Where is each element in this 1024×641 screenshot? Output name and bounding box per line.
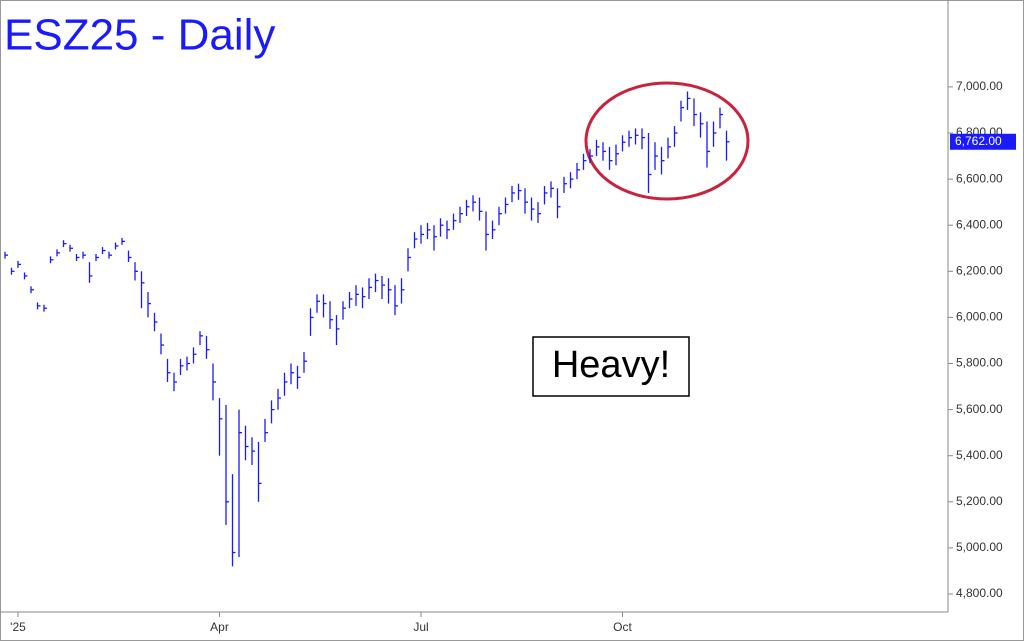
highlight-ellipse (584, 81, 750, 201)
y-tick-label: 5,400.00 (956, 448, 1003, 462)
x-tick-label: Apr (210, 620, 229, 634)
last-price-label: 6,762.00 (955, 134, 1002, 148)
chart-title: ESZ25 - Daily (4, 11, 275, 60)
x-tick-label: Jul (413, 620, 428, 634)
x-tick-label: Oct (613, 620, 632, 634)
x-tick-label: '25 (10, 620, 26, 634)
y-tick-label: 6,400.00 (956, 217, 1003, 231)
y-tick-label: 5,800.00 (956, 356, 1003, 370)
last-price-box (950, 133, 1016, 150)
annotation: Heavy! (552, 344, 670, 386)
y-tick-label: 5,000.00 (956, 540, 1003, 554)
y-tick-label: 7,000.00 (956, 79, 1003, 93)
y-tick-label: 6,600.00 (956, 171, 1003, 185)
y-tick-label: 5,600.00 (956, 402, 1003, 416)
y-tick-label: 4,800.00 (956, 586, 1003, 600)
y-tick-label: 6,000.00 (956, 310, 1003, 324)
y-tick-label: 5,200.00 (956, 494, 1003, 508)
y-tick-label: 6,200.00 (956, 263, 1003, 277)
annotation-box (532, 336, 690, 397)
